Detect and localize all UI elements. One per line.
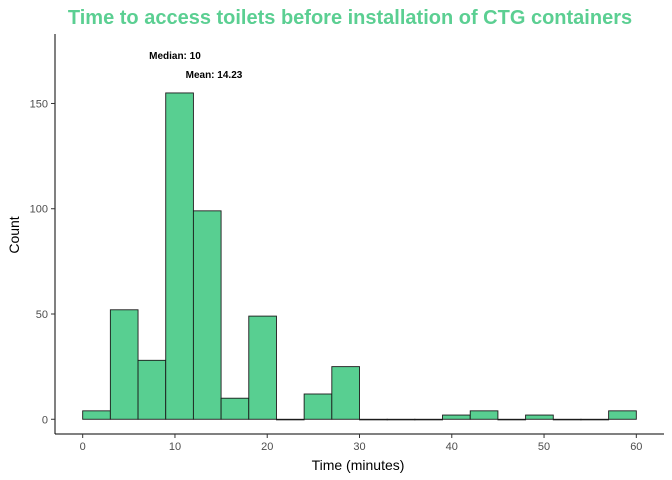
histogram-bar [608,410,637,420]
histogram-bar [137,359,167,420]
x-tick-label: 20 [261,441,273,453]
x-tick-label: 60 [630,441,642,453]
chart-title: Time to access toilets before installati… [68,7,632,29]
annotations-group: Median: 10 Mean: 14.23 [149,51,243,81]
y-tick-label: 150 [30,98,48,110]
histogram-bar [248,315,277,420]
y-tick-label: 100 [30,204,48,216]
annotation-label: Median: 10 [149,51,201,62]
bars-group [82,92,637,421]
x-ticks-group: 0 10 20 30 40 50 60 [80,434,642,453]
y-ticks-group: 0 50 100 150 [30,98,55,426]
x-tick-label: 40 [446,441,458,453]
histogram-bar [276,418,305,421]
histogram-bar [497,418,527,421]
histogram-bar [580,418,610,421]
x-axis-title: Time (minutes) [312,457,405,473]
x-tick-label: 30 [353,441,365,453]
histogram-bar [552,418,582,421]
y-tick-label: 50 [36,309,48,321]
histogram-bar [525,414,554,420]
histogram-bar [303,393,333,420]
x-tick-label: 0 [80,441,86,453]
histogram-bar [386,418,416,421]
histogram-bar [442,414,471,420]
histogram-bar [414,418,443,421]
y-tick-label: 0 [42,414,48,426]
histogram-bar [109,309,139,420]
histogram-bar [165,92,194,420]
histogram-bar [331,366,360,420]
x-tick-label: 50 [538,441,550,453]
histogram-bar [82,410,111,420]
x-tick-label: 10 [169,441,181,453]
y-axis-title: Count [6,216,22,253]
histogram-bar [192,210,222,420]
histogram-bar [469,410,499,420]
annotation-label: Mean: 14.23 [186,70,243,81]
histogram-bar [359,418,388,421]
histogram-bar [220,397,250,420]
